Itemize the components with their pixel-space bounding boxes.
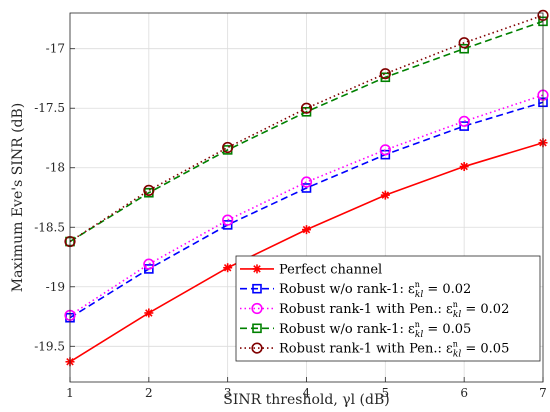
x-tick-label: 6 — [460, 386, 468, 400]
data-point-circle — [143, 258, 155, 270]
data-point-square — [301, 183, 312, 193]
data-point-circle — [300, 102, 313, 114]
data-point-circle — [251, 342, 263, 354]
data-point-square — [222, 220, 233, 230]
legend-label: Robust rank-1 with Pen.: εn kl = 0.02 — [279, 300, 509, 320]
data-point-square — [459, 43, 469, 54]
x-tick-label: 2 — [145, 386, 153, 400]
data-point-square — [144, 264, 154, 274]
legend: Perfect channel Robust w/o rank-1: εn kl =… — [235, 255, 541, 362]
data-point-circle — [458, 115, 470, 127]
data-point-asterisk — [380, 190, 390, 200]
y-tick-label: -18 — [46, 161, 65, 175]
data-point-square — [252, 323, 262, 334]
legend-entry: Robust rank-1 with Pen.: εn kl = 0.02 — [240, 300, 509, 320]
legend-entry: Robust w/o rank-1: εn kl = 0.02 — [240, 280, 471, 300]
data-point-circle — [379, 144, 391, 156]
ticks: 1 2 3 4 5 6 7 -19.5 -19 -18.5 -18 -17.5 -17 — [34, 42, 547, 400]
y-tick-label: -18.5 — [34, 220, 65, 234]
legend-label: Perfect channel — [279, 262, 382, 277]
data-point-circle — [143, 184, 155, 196]
data-point-circle — [222, 141, 234, 154]
series-layer — [64, 9, 549, 367]
data-point-circle — [379, 68, 391, 80]
y-tick-label: -19.5 — [34, 339, 65, 353]
series-1 — [65, 138, 548, 367]
legend-entry: Robust rank-1 with Pen.: εn kl = 0.05 — [240, 340, 509, 360]
y-tick-label: -19 — [46, 280, 65, 294]
data-point-circle — [300, 176, 313, 188]
data-point-circle — [251, 302, 263, 315]
data-point-asterisk — [459, 162, 469, 172]
y-tick-label: -17 — [46, 42, 65, 56]
data-point-square — [252, 283, 262, 294]
x-axis-label: SINR threshold, γl (dB) — [223, 392, 389, 408]
x-tick-label: 5 — [382, 386, 390, 400]
data-point-asterisk — [302, 225, 311, 235]
y-axis-label: Maximum Eve's SINR (dB) — [10, 103, 26, 293]
data-point-asterisk — [252, 264, 262, 274]
data-point-asterisk — [223, 263, 233, 273]
data-point-asterisk — [144, 308, 154, 318]
legend-label: Robust w/o rank-1: εn kl = 0.05 — [279, 320, 471, 340]
data-point-square — [459, 121, 469, 131]
x-tick-label: 3 — [224, 386, 232, 400]
data-point-circle — [222, 214, 234, 226]
x-tick-label: 7 — [539, 386, 547, 400]
legend-label: Robust w/o rank-1: εn kl = 0.02 — [279, 280, 471, 300]
x-tick-label: 4 — [303, 386, 311, 400]
series-line — [69, 20, 544, 243]
legend-entry: Robust w/o rank-1: εn kl = 0.05 — [240, 320, 471, 340]
legend-box — [235, 255, 541, 362]
x-tick-label: 1 — [66, 386, 74, 400]
data-point-circle — [458, 37, 470, 49]
y-tick-label: -17.5 — [34, 101, 65, 115]
legend-label: Robust rank-1 with Pen.: εn kl = 0.05 — [279, 340, 509, 360]
legend-entry: Perfect channel — [240, 262, 382, 277]
